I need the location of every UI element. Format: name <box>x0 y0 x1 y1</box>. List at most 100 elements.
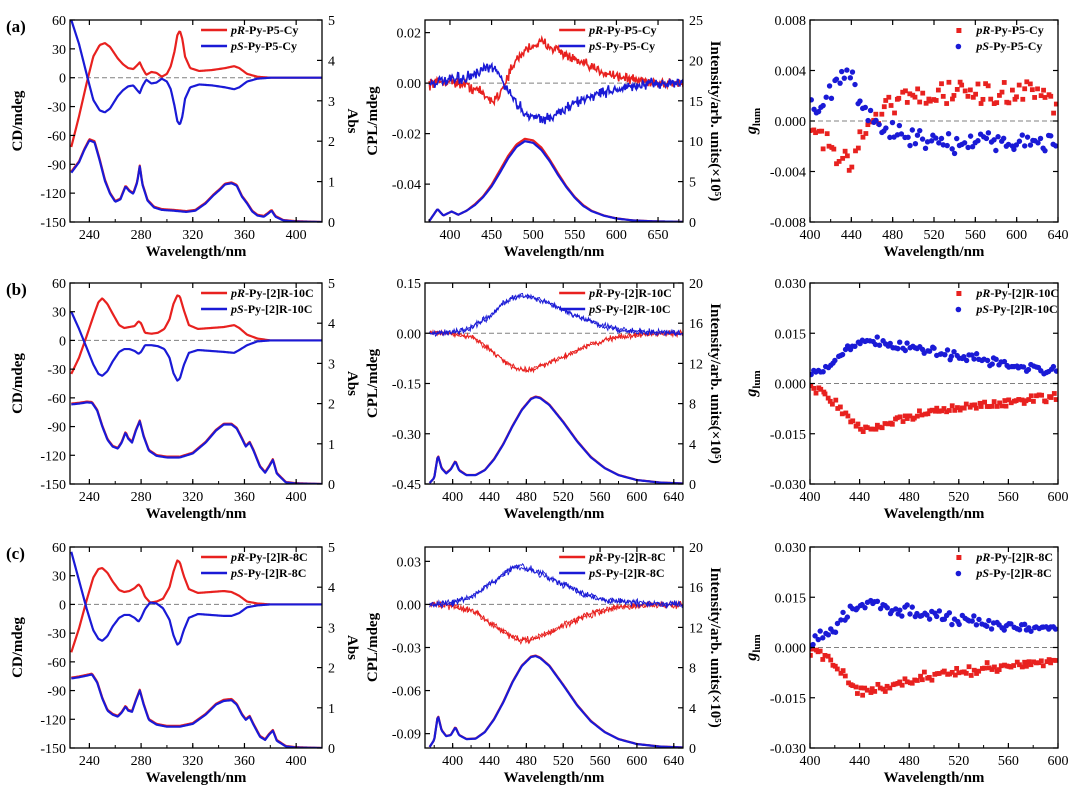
data-point <box>1022 143 1028 149</box>
data-point <box>975 138 981 144</box>
data-point <box>1038 658 1044 664</box>
data-point <box>860 692 866 698</box>
data-point <box>1027 142 1034 148</box>
data-point <box>839 411 845 417</box>
data-point <box>986 617 992 624</box>
data-point <box>1053 397 1058 402</box>
data-point <box>864 425 870 431</box>
x-tick-label: 560 <box>998 754 1019 769</box>
data-point <box>936 140 942 146</box>
y-tick-label: 0 <box>59 72 66 87</box>
y-tick-label: -0.030 <box>770 478 806 493</box>
data-point <box>944 142 950 149</box>
y2-tick-label: 12 <box>689 357 703 372</box>
data-point <box>986 404 992 409</box>
legend-label: pR-Py-P5-Cy <box>588 23 656 37</box>
data-point <box>1022 659 1028 665</box>
y-tick-label: 60 <box>52 277 66 292</box>
y-tick-label: -0.09 <box>392 728 421 743</box>
data-point <box>883 98 889 103</box>
y-axis-label: glum <box>743 634 763 661</box>
data-point <box>883 125 889 131</box>
data-point <box>904 340 910 346</box>
data-point <box>949 621 955 628</box>
data-point <box>1051 110 1056 116</box>
data-point <box>838 670 844 676</box>
data-point <box>944 347 951 353</box>
data-point <box>846 680 851 686</box>
data-point <box>970 94 976 100</box>
data-point <box>882 421 888 426</box>
data-point <box>820 146 826 152</box>
y2-tick-label: 25 <box>689 14 703 29</box>
y2-tick-label: 10 <box>689 135 703 150</box>
data-point <box>824 131 830 137</box>
legend-label: pR-Py-[2]R-8C <box>588 550 666 564</box>
legend-label: pR-Py-[2]R-10C <box>230 286 314 300</box>
data-point <box>934 405 940 411</box>
data-point <box>850 683 856 689</box>
data-point <box>932 408 938 414</box>
data-point <box>945 130 952 137</box>
data-point <box>903 88 908 94</box>
y-tick-label: 0.00 <box>397 327 422 342</box>
data-point <box>874 598 881 604</box>
data-point <box>1006 397 1012 403</box>
data-point <box>877 424 882 430</box>
data-point <box>881 104 887 110</box>
x-tick-label: 320 <box>182 228 203 243</box>
data-point <box>815 636 821 643</box>
data-point <box>1025 366 1032 373</box>
data-point <box>811 385 817 391</box>
data-point <box>941 406 947 411</box>
data-point <box>812 633 818 639</box>
data-point <box>993 147 999 154</box>
data-point <box>887 340 893 347</box>
x-tick-label: 400 <box>800 754 821 769</box>
data-point <box>1022 86 1028 92</box>
data-point <box>879 111 885 117</box>
data-point <box>1021 621 1028 628</box>
data-point <box>879 425 885 431</box>
legend-label: pR-Py-[2]R-10C <box>588 286 672 300</box>
data-point <box>897 679 903 685</box>
data-point <box>817 648 823 654</box>
data-point <box>838 68 845 75</box>
x-tick-label: 640 <box>663 490 684 505</box>
x-tick-label: 440 <box>479 754 500 769</box>
data-point <box>947 671 952 677</box>
x-tick-label: 320 <box>182 490 203 505</box>
data-point <box>965 144 971 151</box>
data-point <box>969 352 975 358</box>
data-point <box>844 67 850 73</box>
data-point <box>833 397 839 403</box>
data-point <box>952 407 958 413</box>
series-line <box>429 293 683 337</box>
data-point <box>907 91 913 97</box>
data-point <box>920 90 926 96</box>
y-tick-label: -30 <box>47 101 66 116</box>
data-point <box>889 119 896 126</box>
data-point <box>956 621 962 628</box>
y-tick-label: -0.02 <box>392 128 421 143</box>
data-point <box>1019 664 1025 670</box>
data-point <box>864 687 870 693</box>
data-point <box>966 664 972 670</box>
y2-axis-label: Intensity/arb. units(×10⁵) <box>707 567 723 728</box>
data-point <box>840 155 846 161</box>
x-tick-label: 480 <box>899 490 920 505</box>
data-point <box>971 613 977 619</box>
data-point <box>813 130 818 136</box>
data-point <box>1031 659 1037 665</box>
data-point <box>828 95 835 101</box>
data-point <box>971 356 977 362</box>
data-point <box>869 426 875 432</box>
data-point <box>912 94 918 100</box>
series-line <box>428 396 683 484</box>
data-point <box>994 404 1000 409</box>
data-point <box>905 134 911 140</box>
x-tick-label: 440 <box>479 490 500 505</box>
y-tick-label: -0.06 <box>392 685 421 700</box>
x-tick-label: 400 <box>286 228 307 243</box>
data-point <box>819 128 825 134</box>
